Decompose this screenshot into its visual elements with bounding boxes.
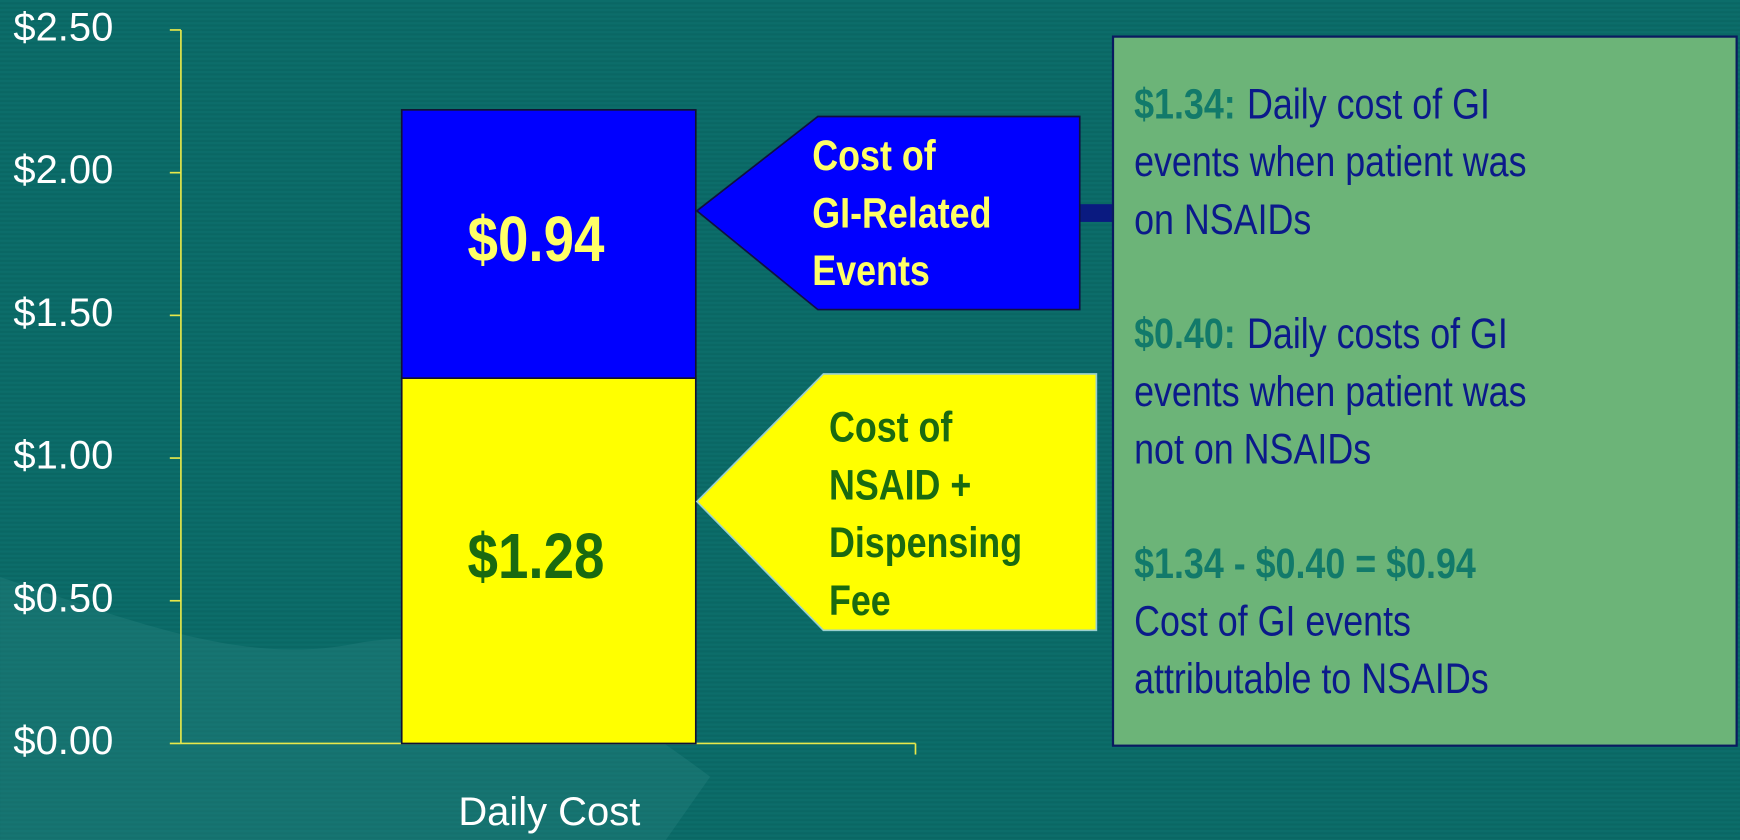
x-tick-label: Daily Cost xyxy=(458,790,640,834)
note-segment: Daily costs of GI xyxy=(1247,312,1508,358)
callout-shape xyxy=(695,373,1098,632)
bar-segment xyxy=(400,109,697,379)
note-line: attributable to NSAIDs xyxy=(1134,657,1489,703)
connector xyxy=(1078,204,1115,222)
note-segment: Daily cost of GI xyxy=(1247,82,1490,128)
callout-text: Fee xyxy=(829,578,891,624)
callout-shape xyxy=(695,115,1081,311)
note-line: $0.40: Daily costs of GI xyxy=(1134,312,1508,358)
note-line: $1.34 - $0.40 = $0.94 xyxy=(1134,542,1476,588)
callout-text: NSAID + xyxy=(829,463,971,509)
data-label: $1.28 xyxy=(468,520,605,592)
note-line: $1.34: Daily cost of GI xyxy=(1134,82,1490,128)
callout-text: GI-Related xyxy=(812,191,991,237)
note-segment: Cost of GI events xyxy=(1134,599,1411,645)
callout-text: Dispensing xyxy=(829,520,1022,566)
y-tick-label: $2.00 xyxy=(13,148,113,192)
callout-text: Events xyxy=(812,249,930,295)
background-swirl xyxy=(0,577,711,840)
note-segment: on NSAIDs xyxy=(1134,198,1311,244)
note-line: on NSAIDs xyxy=(1134,198,1311,244)
y-tick-label: $0.50 xyxy=(13,576,113,620)
note-segment: events when patient was xyxy=(1134,370,1526,416)
note-line: Cost of GI events xyxy=(1134,599,1411,645)
note-line: events when patient was xyxy=(1134,370,1526,416)
note-segment: events when patient was xyxy=(1134,140,1526,186)
note-box xyxy=(1111,35,1738,747)
callout-text: Cost of xyxy=(812,133,936,179)
y-tick-label: $1.50 xyxy=(13,291,113,335)
note-line: events when patient was xyxy=(1134,140,1526,186)
note-segment: not on NSAIDs xyxy=(1134,427,1371,473)
note-line: not on NSAIDs xyxy=(1134,427,1371,473)
note-segment: $1.34: xyxy=(1134,82,1236,128)
bar-segment xyxy=(400,377,697,745)
note-segment: attributable to NSAIDs xyxy=(1134,657,1489,703)
y-tick-label: $0.00 xyxy=(13,719,113,763)
note-segment: $0.40: xyxy=(1134,312,1236,358)
y-tick-label: $2.50 xyxy=(13,6,113,50)
callout-text: Cost of xyxy=(829,405,953,451)
y-tick-label: $1.00 xyxy=(13,434,113,478)
note-segment: $1.34 - $0.40 = $0.94 xyxy=(1134,542,1476,588)
data-label: $0.94 xyxy=(468,203,605,275)
